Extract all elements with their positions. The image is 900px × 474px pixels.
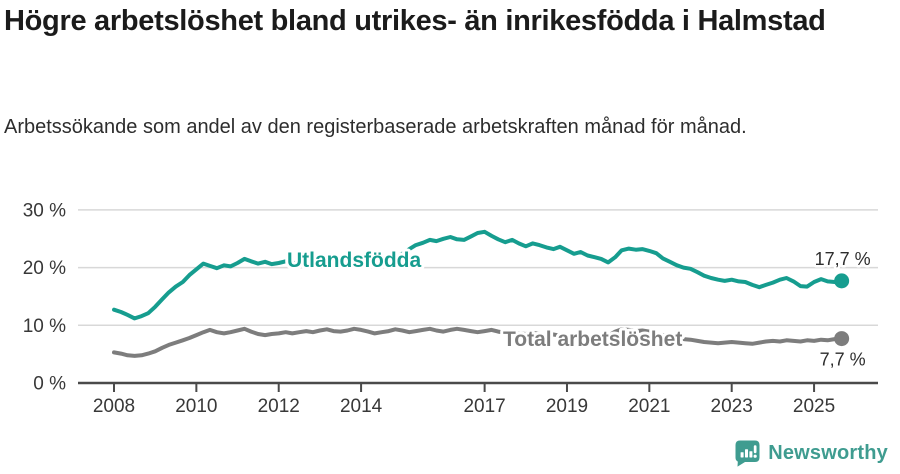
x-tick-label-2021: 2021 — [628, 396, 670, 417]
page-title: Högre arbetslöshet bland utrikes- än inr… — [4, 5, 826, 37]
x-tick-label-2019: 2019 — [546, 396, 588, 417]
x-tick-label-2008: 2008 — [93, 396, 135, 417]
logo-bar-1 — [740, 452, 744, 458]
end-value-label-utlandsf-dda: 17,7 % — [815, 249, 871, 269]
series-label-total-arbetsl-shet: Total arbetslöshet — [503, 328, 682, 351]
newsworthy-brand: Newsworthy — [734, 439, 888, 467]
x-tick-label-2010: 2010 — [175, 396, 217, 417]
chart-subtitle: Arbetssökande som andel av den registerb… — [4, 116, 747, 138]
x-tick-label-2023: 2023 — [711, 396, 753, 417]
series-end-dot-utlandsf-dda — [834, 273, 850, 289]
x-tick-label-2025: 2025 — [793, 396, 835, 417]
y-tick-label-0: 0 % — [33, 374, 66, 395]
end-value-label-total-arbetsl-shet: 7,7 % — [820, 350, 866, 370]
x-tick-label-2012: 2012 — [258, 396, 300, 417]
y-tick-label-10: 10 % — [23, 316, 66, 337]
line-chart: Utlandsfödda Total arbetslöshet 17,7 % 7,7 … — [23, 200, 878, 417]
series-end-dot-total-arbetsl-shet — [834, 331, 850, 347]
series-line-utlandsf-dda — [112, 229, 844, 321]
series-label-utlandsf-dda: Utlandsfödda — [287, 249, 421, 272]
logo-bar-3 — [749, 451, 753, 458]
logo-bar-2 — [745, 449, 749, 458]
x-tick-label-2017: 2017 — [463, 396, 505, 417]
logo-exclamation-dot — [753, 454, 757, 458]
y-tick-label-30: 30 % — [23, 200, 66, 221]
newsworthy-logo-icon — [735, 440, 760, 467]
brand-name: Newsworthy — [768, 441, 888, 464]
x-tick-label-2014: 2014 — [340, 396, 383, 417]
y-tick-label-20: 20 % — [23, 258, 66, 279]
logo-exclamation-bar — [753, 445, 757, 454]
series-line-total-arbetsl-shet — [112, 326, 844, 358]
